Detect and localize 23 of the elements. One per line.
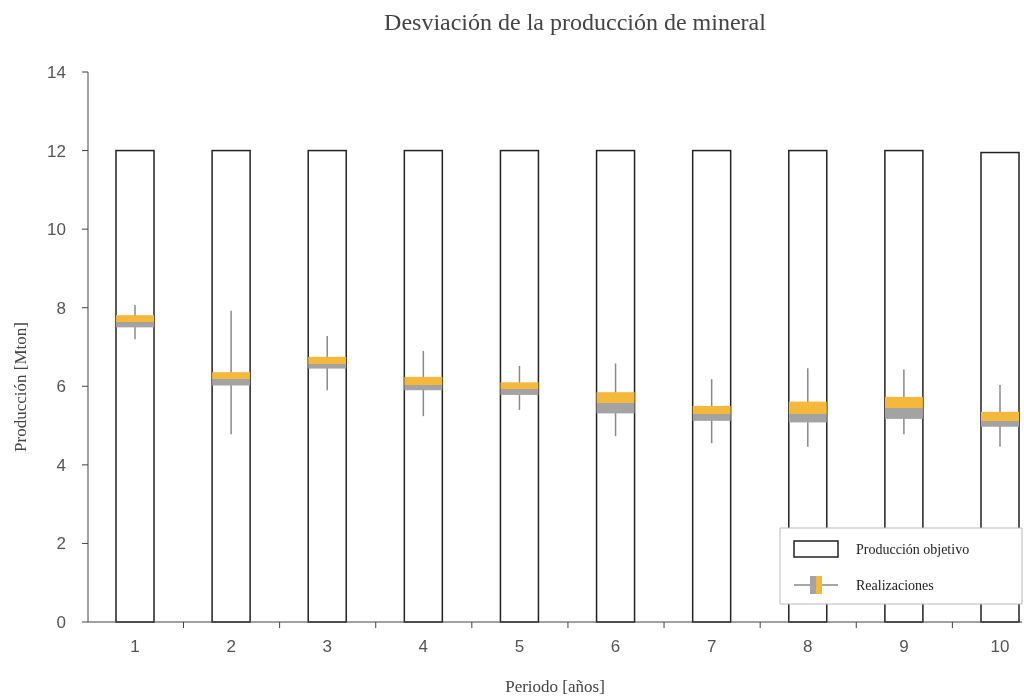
x-tick-label: 2: [226, 637, 236, 656]
legend-label: Producción objetivo: [856, 541, 970, 557]
x-axis-title: Periodo [años]: [505, 677, 605, 696]
y-tick-label: 10: [47, 220, 66, 240]
x-tick-label: 10: [990, 637, 1010, 656]
x-tick-label: 1: [130, 637, 140, 656]
x-tick-label: 3: [322, 637, 332, 656]
y-tick-label: 4: [56, 455, 66, 475]
x-tick-label: 5: [514, 637, 525, 656]
x-tick-label: 6: [610, 637, 621, 656]
y-tick-label: 8: [56, 298, 66, 318]
y-tick-label: 0: [56, 612, 66, 632]
y-tick-label: 2: [56, 534, 66, 554]
x-tick-label: 9: [899, 637, 909, 656]
x-tick-label: 8: [803, 637, 813, 656]
y-tick-label: 6: [56, 377, 66, 397]
chart-title: Desviación de la producción de mineral: [384, 9, 767, 35]
y-axis-title: Producción [Mton]: [11, 322, 30, 452]
x-tick-label: 7: [706, 637, 717, 656]
y-tick-label: 14: [47, 62, 66, 82]
legend-label: Realizaciones: [856, 577, 934, 593]
x-tick-label: 4: [418, 637, 429, 656]
y-tick-label: 12: [47, 141, 66, 161]
